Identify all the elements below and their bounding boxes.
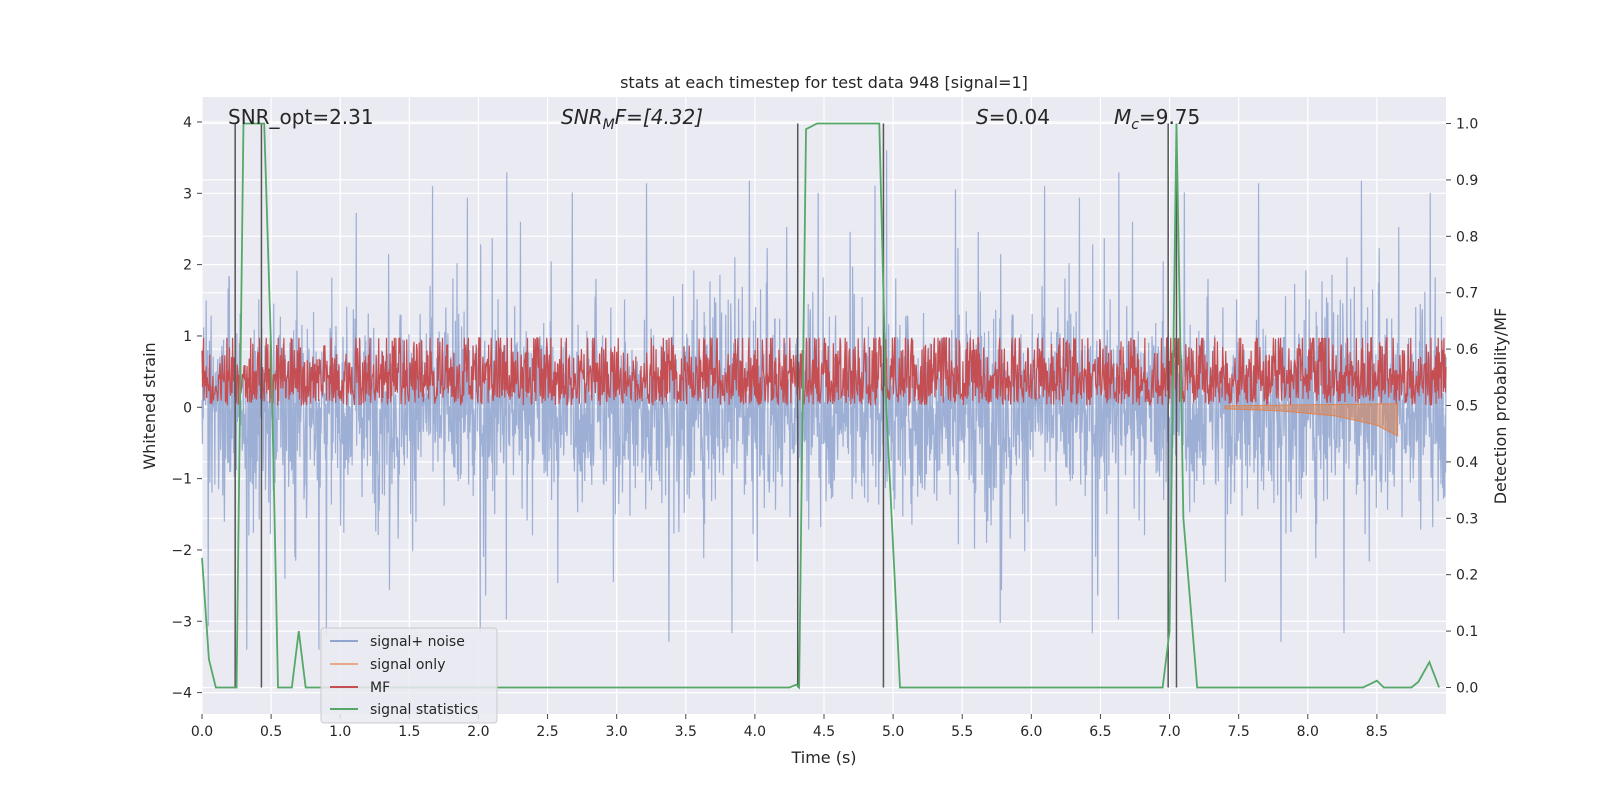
y-tick-label-left: −3 — [171, 614, 192, 630]
mf-series — [201, 336, 1447, 406]
y-tick-label-right: 0.1 — [1456, 624, 1478, 640]
y-ticks-right: 1.0 0.9 0.8 0.7 0.6 0.5 0.4 0.3 0.2 0.1 0.0 — [1446, 117, 1478, 696]
x-tick-label: 8.0 — [1297, 724, 1319, 740]
y-tick-label-left: −1 — [171, 472, 192, 488]
x-tick-label: 4.0 — [744, 724, 766, 740]
s-prefix: S — [976, 105, 989, 129]
x-tick-label: 0.0 — [191, 724, 213, 740]
mc-rest: =9.75 — [1139, 105, 1200, 129]
x-tick-label: 3.0 — [606, 724, 628, 740]
signal-statistics-line — [201, 122, 1440, 690]
mc-annotation: Mc=9.75 — [1114, 105, 1200, 133]
snr-mf-sub: M — [603, 117, 615, 133]
legend-label-signal-only: signal only — [370, 657, 445, 673]
y-tick-label-left: −4 — [171, 686, 192, 702]
snr-mf-prefix: SNR — [561, 105, 603, 129]
signal-only-series — [1224, 403, 1399, 437]
y-tick-label-left: 3 — [183, 186, 192, 202]
x-ticks: 0.0 0.5 1.0 1.5 2.0 2.5 3.0 3.5 4.0 4.5 5.0 5.5 6.0 6… — [191, 714, 1388, 740]
y-tick-label-left: −2 — [171, 543, 192, 559]
y-tick-label-right: 1.0 — [1456, 117, 1478, 133]
x-tick-label: 1.0 — [329, 724, 351, 740]
mc-sub: c — [1131, 117, 1139, 133]
y-tick-label-right: 0.9 — [1456, 173, 1478, 189]
x-tick-label: 0.5 — [260, 724, 282, 740]
x-tick-label: 2.5 — [536, 724, 558, 740]
y-tick-label-left: 1 — [183, 329, 192, 345]
y-tick-label-right: 0.8 — [1456, 229, 1478, 245]
x-tick-label: 5.5 — [951, 724, 973, 740]
y-tick-label-right: 0.5 — [1456, 399, 1478, 415]
s-rest: =0.04 — [989, 105, 1050, 129]
legend: signal+ noise signal only MF signal stat… — [320, 627, 498, 724]
x-tick-label: 6.0 — [1020, 724, 1042, 740]
y-tick-label-left: 4 — [183, 115, 192, 131]
x-tick-label: 6.5 — [1089, 724, 1111, 740]
y-tick-label-left: 2 — [183, 258, 192, 274]
y-axis-label-left: Whitened strain — [140, 342, 159, 469]
mc-prefix: M — [1114, 105, 1131, 129]
legend-box — [320, 627, 498, 724]
x-tick-label: 4.5 — [813, 724, 835, 740]
signal-statistics-series — [201, 122, 1440, 690]
x-tick-label: 8.5 — [1366, 724, 1388, 740]
x-axis-label: Time (s) — [790, 748, 856, 767]
y-axis-label-right: Detection probability/MF — [1491, 308, 1510, 505]
snr-opt-annotation: SNR_opt=2.31 — [228, 105, 374, 129]
y-tick-label-right: 0.3 — [1456, 511, 1478, 527]
x-tick-label: 1.5 — [398, 724, 420, 740]
x-tick-label: 5.0 — [882, 724, 904, 740]
legend-label-signal-statistics: signal statistics — [370, 702, 478, 718]
x-tick-label: 2.0 — [467, 724, 489, 740]
snr-mf-annotation: SNRMF=[4.32] — [561, 105, 703, 133]
s-annotation: S=0.04 — [976, 105, 1050, 129]
snr-mf-rest: F=[4.32] — [615, 105, 703, 129]
y-tick-label-left: 0 — [183, 400, 192, 416]
signal-only-area — [1224, 403, 1399, 437]
legend-label-signal-noise: signal+ noise — [370, 634, 465, 650]
x-tick-label: 3.5 — [675, 724, 697, 740]
y-ticks-left: 4 3 2 1 0 −1 −2 −3 −4 — [171, 115, 202, 702]
chart-title: stats at each timestep for test data 948… — [620, 73, 1028, 92]
vertical-markers — [234, 123, 1178, 688]
y-tick-label-right: 0.0 — [1456, 680, 1478, 696]
y-tick-label-right: 0.7 — [1456, 286, 1478, 302]
y-tick-label-right: 0.6 — [1456, 342, 1478, 358]
legend-label-mf: MF — [370, 680, 390, 696]
mf-line — [201, 336, 1447, 406]
y-tick-label-right: 0.2 — [1456, 568, 1478, 584]
x-tick-label: 7.5 — [1228, 724, 1250, 740]
y-tick-label-right: 0.4 — [1456, 455, 1478, 471]
x-tick-label: 7.0 — [1158, 724, 1180, 740]
